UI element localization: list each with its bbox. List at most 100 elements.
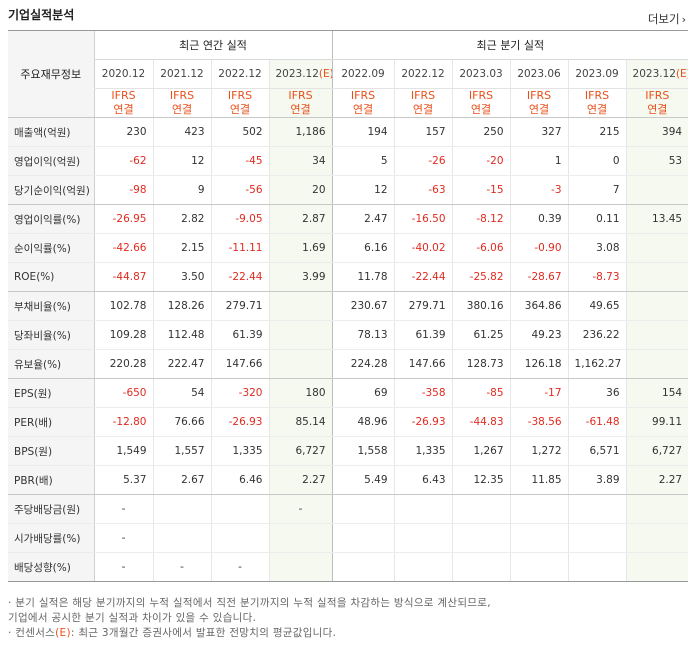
table-cell <box>210 523 269 553</box>
row-label: 유보율(%) <box>8 349 94 379</box>
table-cell: 0.11 <box>567 204 627 234</box>
table-row: 배당성향(%) - - - <box>8 552 689 582</box>
table-cell <box>625 175 689 205</box>
table-cell: -25.82 <box>451 262 511 292</box>
table-cell: 327 <box>509 117 569 147</box>
table-cell: 2.67 <box>152 465 211 495</box>
table-cell <box>268 349 333 379</box>
table-cell: -38.56 <box>509 407 569 437</box>
table-cell: 5 <box>331 146 395 176</box>
column-date: 2023.06 <box>509 59 569 89</box>
table-cell: 1.69 <box>268 233 333 263</box>
table-row: 당좌비율(%) 109.28 112.48 61.39 78.13 61.39 61.25 4… <box>8 320 689 350</box>
table-cell: 3.50 <box>152 262 211 292</box>
footnote-1: · 분기 실적은 해당 분기까지의 누적 실적에서 직전 분기까지의 누적 실적… <box>8 597 491 609</box>
table-cell <box>152 494 211 524</box>
table-cell: 12 <box>331 175 395 205</box>
table-cell <box>625 523 689 553</box>
table-cell: -42.66 <box>93 233 153 263</box>
table-cell: 128.26 <box>152 291 211 321</box>
table-cell: 236.22 <box>567 320 627 350</box>
table-cell: 2.27 <box>625 465 689 495</box>
table-cell: 6.43 <box>393 465 453 495</box>
table-cell: 54 <box>152 378 211 408</box>
table-cell: -26.95 <box>93 204 153 234</box>
table-cell: 61.39 <box>210 320 269 350</box>
table-cell <box>625 494 689 524</box>
table-cell: 102.78 <box>93 291 153 321</box>
row-label: 당기순이익(억원) <box>8 175 94 205</box>
table-cell: 147.66 <box>210 349 269 379</box>
table-cell: 194 <box>331 117 395 147</box>
table-cell: 6,727 <box>625 436 689 466</box>
column-ifrs: IFRS 연결 <box>93 88 153 118</box>
table-cell: 5.49 <box>331 465 395 495</box>
table-cell: -26 <box>393 146 453 176</box>
table-cell: 109.28 <box>93 320 153 350</box>
table-cell: 230 <box>93 117 153 147</box>
row-label: PBR(배) <box>8 465 94 495</box>
row-label: 순이익률(%) <box>8 233 94 263</box>
table-cell: 230.67 <box>331 291 395 321</box>
table-row: 시가배당률(%) - <box>8 523 689 553</box>
table-cell: 1,272 <box>509 436 569 466</box>
table-cell <box>625 349 689 379</box>
row-label: EPS(원) <box>8 378 94 408</box>
table-cell: 157 <box>393 117 453 147</box>
column-ifrs: IFRS 연결 <box>509 88 569 118</box>
table-cell: 180 <box>268 378 333 408</box>
table-cell: -44.83 <box>451 407 511 437</box>
row-label: 부채비율(%) <box>8 291 94 321</box>
table-cell <box>331 523 395 553</box>
table-cell: 61.25 <box>451 320 511 350</box>
footnote-3: · 컨센서스(E): 최근 3개월간 증권사에서 발표한 전망치의 평균값입니다… <box>8 627 337 639</box>
table-cell: 34 <box>268 146 333 176</box>
table-cell: 215 <box>567 117 627 147</box>
table-cell <box>625 233 689 263</box>
table-cell: 5.37 <box>93 465 153 495</box>
table-cell: 12 <box>152 146 211 176</box>
column-ifrs: IFRS 연결 <box>210 88 269 118</box>
row-label: 매출액(억원) <box>8 117 94 147</box>
table-cell: 250 <box>451 117 511 147</box>
table-cell: 6,727 <box>268 436 333 466</box>
table-cell: -22.44 <box>393 262 453 292</box>
table-cell: 364.86 <box>509 291 569 321</box>
column-date: 2023.12(E) <box>268 59 333 89</box>
table-cell: 13.45 <box>625 204 689 234</box>
table-cell <box>393 552 453 582</box>
table-cell: 3.89 <box>567 465 627 495</box>
table-cell: -63 <box>393 175 453 205</box>
table-cell <box>268 320 333 350</box>
table-cell: 3.99 <box>268 262 333 292</box>
table-cell: 69 <box>331 378 395 408</box>
table-cell <box>331 552 395 582</box>
table-cell: 1,549 <box>93 436 153 466</box>
table-cell <box>152 523 211 553</box>
table-cell: -44.87 <box>93 262 153 292</box>
quarter-group-header: 최근 분기 실적 <box>331 30 689 60</box>
row-label: 주당배당금(원) <box>8 494 94 524</box>
table-cell: -0.90 <box>509 233 569 263</box>
row-label: 시가배당률(%) <box>8 523 94 553</box>
table-cell: 423 <box>152 117 211 147</box>
more-link[interactable]: 더보기 › <box>648 11 686 27</box>
table-cell: -28.67 <box>509 262 569 292</box>
table-row: PBR(배) 5.37 2.67 6.46 2.27 5.49 6.43 12.35 11.85… <box>8 465 689 495</box>
table-cell: 1,557 <box>152 436 211 466</box>
table-cell: 1,186 <box>268 117 333 147</box>
row-label: 영업이익(억원) <box>8 146 94 176</box>
table-cell: -358 <box>393 378 453 408</box>
table-cell: 9 <box>152 175 211 205</box>
column-date: 2022.09 <box>331 59 395 89</box>
table-cell: -45 <box>210 146 269 176</box>
table-cell: 2.47 <box>331 204 395 234</box>
table-cell: 380.16 <box>451 291 511 321</box>
table-cell <box>567 523 627 553</box>
table-cell: 11.78 <box>331 262 395 292</box>
table-row: 영업이익(억원) -62 12 -45 34 5 -26 -20 1 0 53 <box>8 146 689 176</box>
table-cell: -26.93 <box>210 407 269 437</box>
financial-table: 주요재무정보 최근 연간 실적 최근 분기 실적 2020.12 2021.12 2… <box>8 30 689 582</box>
table-cell <box>393 523 453 553</box>
table-cell: 1,335 <box>210 436 269 466</box>
